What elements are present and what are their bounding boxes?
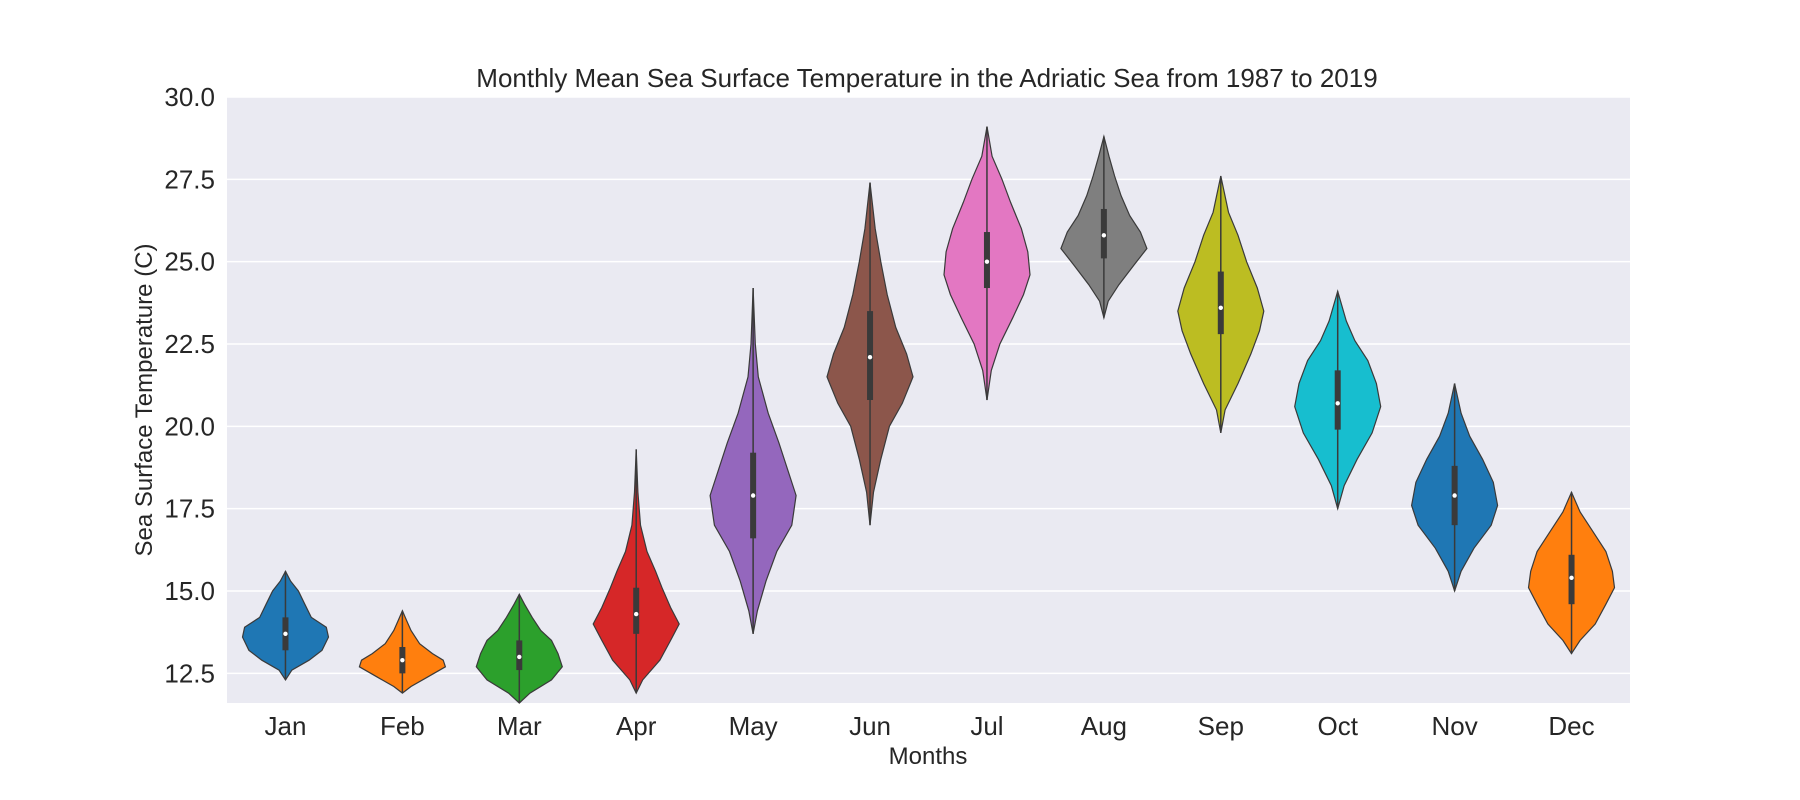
violin-jun	[826, 182, 914, 526]
x-tick-label: Dec	[1548, 711, 1594, 741]
violins	[241, 126, 1616, 704]
violin-iqr-box	[1334, 370, 1341, 430]
violin-iqr-box	[633, 587, 640, 634]
violin-sep	[1177, 175, 1265, 434]
chart-title: Monthly Mean Sea Surface Temperature in …	[476, 63, 1377, 93]
violin-median	[1569, 575, 1574, 581]
y-tick-label: 12.5	[164, 658, 215, 688]
violin-aug	[1060, 134, 1148, 321]
y-tick-label: 17.5	[164, 494, 215, 524]
violin-median	[400, 657, 405, 663]
violin-iqr-box	[1217, 271, 1224, 335]
violin-median	[1452, 493, 1457, 498]
x-tick-label: May	[729, 711, 778, 741]
violin-median	[984, 259, 990, 264]
y-tick-label: 25.0	[164, 247, 215, 277]
x-axis-title: Months	[889, 743, 968, 770]
y-tick-label: 22.5	[164, 329, 215, 359]
violin-dec	[1527, 490, 1616, 655]
gridlines	[227, 96, 1630, 675]
x-tick-label: Sep	[1198, 711, 1244, 741]
x-tick-label: Feb	[380, 711, 425, 741]
violin-apr	[592, 449, 680, 695]
x-tick-label: Jan	[264, 711, 306, 741]
violin-jul	[943, 126, 1031, 401]
x-tick-label: Apr	[616, 711, 657, 741]
violin-nov	[1410, 383, 1499, 593]
x-tick-label: Jun	[849, 711, 891, 741]
violin-median	[517, 654, 522, 660]
y-axis-ticks: 12.5 15.0 17.5 20.0 22.5 25.0 27.5 30.0	[164, 82, 215, 688]
violin-median	[750, 493, 756, 498]
y-tick-label: 30.0	[164, 82, 215, 112]
violin-median	[1335, 401, 1340, 406]
violin-mar	[475, 593, 563, 704]
violin-jan	[241, 570, 330, 681]
violin-feb	[358, 609, 447, 694]
y-axis-title: Sea Surface Temperature (C)	[131, 243, 158, 556]
violin-may	[709, 287, 797, 634]
violin-median	[1218, 305, 1223, 310]
violin-median	[634, 611, 639, 617]
violin-oct	[1294, 289, 1382, 511]
violin-median	[1101, 233, 1107, 238]
plot-area	[227, 97, 1630, 703]
x-axis-ticks: Jan Feb Mar Apr May Jun Jul Aug Sep Oct Nov Dec	[264, 711, 1594, 741]
y-tick-label: 15.0	[164, 576, 215, 606]
x-tick-label: Nov	[1432, 711, 1478, 741]
x-tick-label: Oct	[1317, 711, 1358, 741]
y-tick-label: 20.0	[164, 411, 215, 441]
x-tick-label: Jul	[970, 711, 1003, 741]
y-tick-label: 27.5	[164, 164, 215, 194]
x-tick-label: Aug	[1081, 711, 1127, 741]
x-tick-label: Mar	[497, 711, 542, 741]
violin-median	[283, 631, 288, 637]
violin-median	[867, 354, 873, 360]
